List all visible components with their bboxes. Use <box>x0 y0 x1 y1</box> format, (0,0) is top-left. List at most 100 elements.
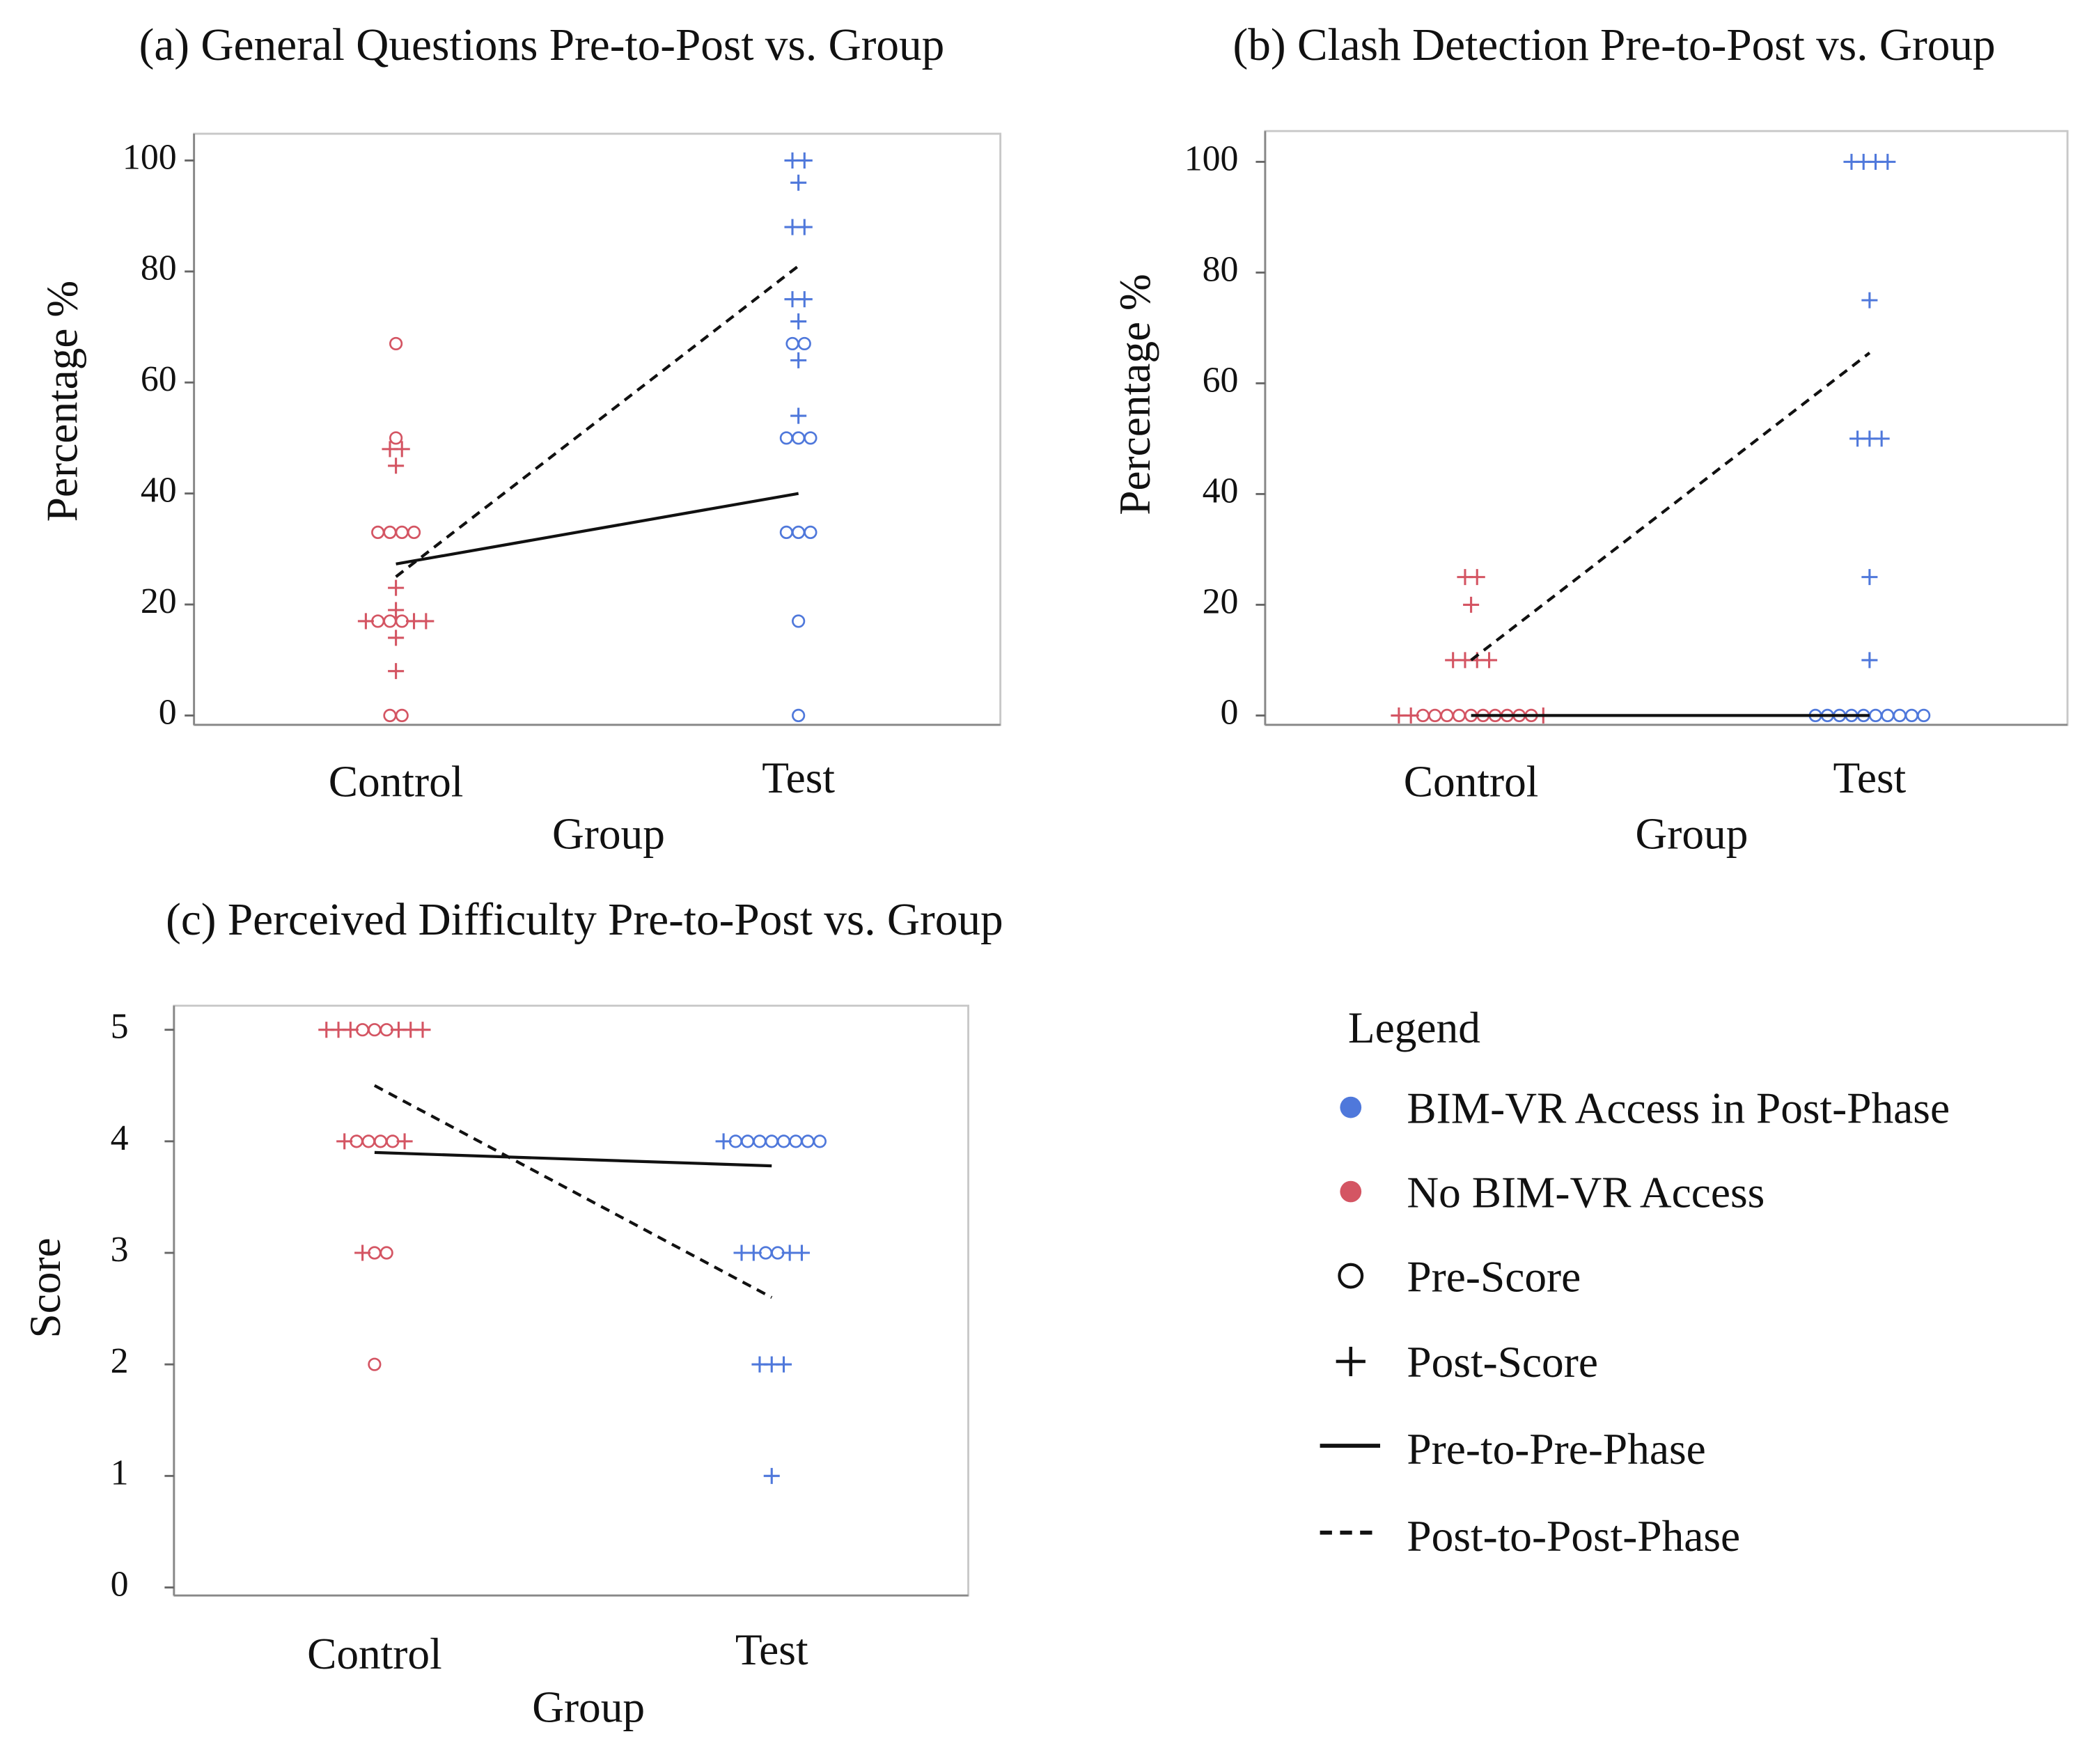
post-score-point <box>414 1022 431 1038</box>
x-axis-label: Group <box>552 810 665 859</box>
legend-dot <box>1340 1096 1362 1118</box>
x-tick-label: Control <box>329 758 464 806</box>
x-tick-label: Test <box>762 754 835 802</box>
x-axis-label: Group <box>532 1683 645 1732</box>
y-tick-label: 0 <box>159 692 177 732</box>
pre-score-point <box>383 525 397 540</box>
y-axis-label: Percentage % <box>1111 274 1159 515</box>
pre-score-point <box>1893 708 1907 723</box>
post-score-point <box>790 313 807 330</box>
post-score-point <box>388 663 405 680</box>
chart-title: (c) Perceived Difficulty Pre-to-Post vs.… <box>166 895 1003 945</box>
x-tick-label: Control <box>307 1630 442 1678</box>
post-score-point <box>388 602 405 618</box>
y-tick-label: 4 <box>111 1118 129 1158</box>
y-axis-label: Percentage % <box>38 281 87 522</box>
y-tick-label: 20 <box>141 582 177 621</box>
legend-circle <box>1338 1263 1364 1289</box>
pre-score-point <box>383 708 397 723</box>
panel: (c) Perceived Difficulty Pre-to-Post vs.… <box>21 895 1003 1732</box>
y-tick-label: 0 <box>1221 692 1239 732</box>
post-score-point <box>388 579 405 596</box>
post-score-point <box>796 219 813 235</box>
y-tick-label: 40 <box>1203 471 1239 510</box>
pre-score-point <box>779 431 793 445</box>
y-tick-label: 0 <box>111 1564 129 1604</box>
pre-score-point <box>368 1357 382 1371</box>
post-score-point <box>388 630 405 646</box>
pre-score-point <box>792 708 806 723</box>
pre-score-point <box>792 614 806 628</box>
legend-label: Post-to-Post-Phase <box>1407 1512 1740 1561</box>
y-tick-label: 60 <box>141 359 177 399</box>
pre-score-point <box>371 525 385 540</box>
pre-score-point <box>389 336 403 351</box>
pre-score-point <box>1881 708 1895 723</box>
x-tick-label: Test <box>735 1625 808 1674</box>
pre-score-point <box>801 1134 815 1148</box>
mean-line <box>374 1150 772 1168</box>
x-tick-label: Test <box>1833 754 1907 802</box>
pre-score-point <box>368 1023 382 1037</box>
post-score-point <box>790 352 807 368</box>
post-score-point <box>393 441 410 458</box>
post-score-point <box>396 1133 413 1150</box>
plot-frame <box>193 132 1002 726</box>
pre-score-point <box>389 431 403 445</box>
pre-score-point <box>779 525 793 540</box>
pre-score-point <box>380 1246 393 1260</box>
y-tick-label: 20 <box>1203 582 1239 621</box>
post-score-point <box>763 1467 780 1484</box>
post-score-point <box>1873 430 1890 447</box>
legend-label: BIM-VR Access in Post-Phase <box>1407 1084 1950 1132</box>
y-tick-label: 100 <box>123 137 177 177</box>
pre-score-point <box>753 1134 767 1148</box>
post-score-point <box>1469 569 1485 586</box>
legend-label: No BIM-VR Access <box>1407 1168 1765 1217</box>
post-score-point <box>776 1356 792 1373</box>
pre-score-point <box>1868 708 1883 723</box>
pre-score-point <box>1904 708 1918 723</box>
y-tick-label: 2 <box>111 1341 129 1381</box>
pre-score-point <box>1917 708 1931 723</box>
post-score-point <box>1861 569 1878 586</box>
post-score-point <box>1481 652 1498 669</box>
pre-score-point <box>1440 708 1454 723</box>
post-score-point <box>1861 652 1878 669</box>
pre-score-point <box>395 525 409 540</box>
pre-score-point <box>395 708 409 723</box>
post-score-point <box>1861 292 1878 309</box>
pre-score-point <box>785 336 799 351</box>
legend-plus <box>1336 1346 1366 1377</box>
y-tick-label: 5 <box>111 1007 129 1047</box>
legend-title: Legend <box>1348 1004 1480 1052</box>
mean-line <box>373 1084 773 1299</box>
post-score-point <box>790 174 807 191</box>
y-tick-label: 60 <box>1203 360 1239 400</box>
legend-label: Post-Score <box>1407 1338 1598 1387</box>
pre-score-point <box>383 614 397 628</box>
pre-score-point <box>776 1134 791 1148</box>
y-tick-label: 80 <box>141 249 177 288</box>
panel: (a) General Questions Pre-to-Post vs. Gr… <box>38 20 1002 859</box>
legend: Legend BIM-VR Access in Post-Phase No BIM-… <box>1320 1004 1950 1561</box>
pre-score-point <box>741 1134 755 1148</box>
x-tick-label: Control <box>1404 758 1539 806</box>
plot-frame <box>173 1004 969 1597</box>
y-tick-label: 80 <box>1203 249 1239 289</box>
pre-score-point <box>373 1134 388 1148</box>
post-score-point <box>793 1244 810 1261</box>
pre-score-point <box>1428 708 1442 723</box>
panel: (b) Clash Detection Pre-to-Post vs. Grou… <box>1111 20 2069 859</box>
pre-score-point <box>792 525 806 540</box>
plot-frame <box>1264 130 2069 726</box>
post-score-point <box>418 613 435 630</box>
mean-line <box>1470 351 1871 662</box>
y-tick-label: 1 <box>111 1453 129 1492</box>
pre-score-point <box>765 1134 779 1148</box>
mean-line <box>395 265 799 578</box>
pre-score-point <box>804 431 817 445</box>
post-score-point <box>796 152 813 169</box>
